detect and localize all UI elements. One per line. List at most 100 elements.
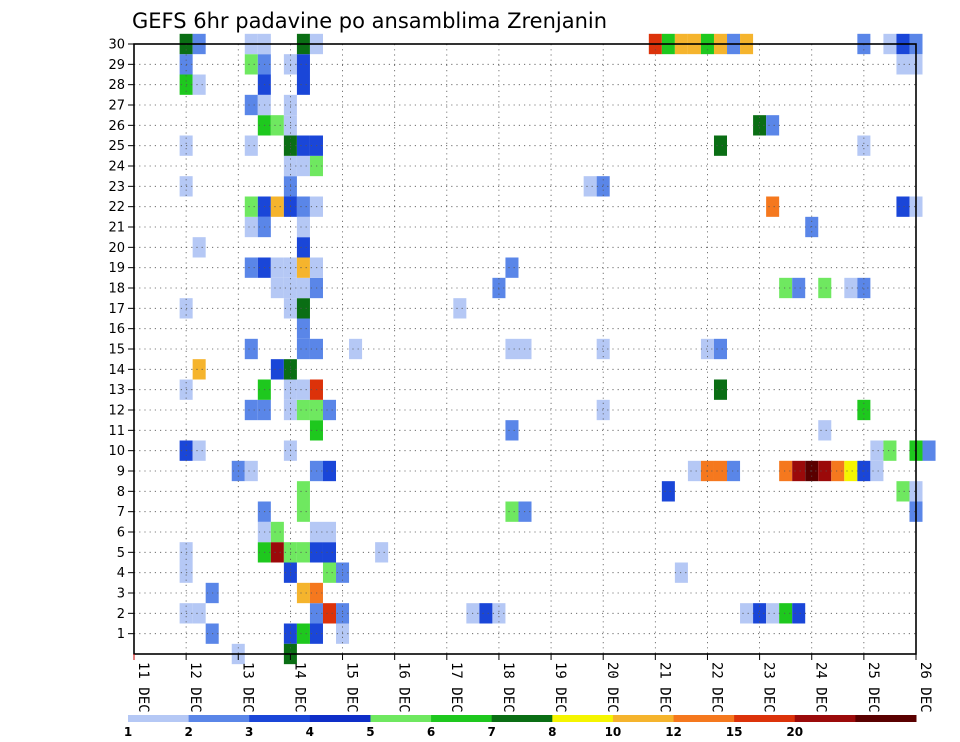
heatmap-cell [296, 379, 310, 400]
y-tick-label: 24 [108, 160, 125, 175]
heatmap-cell [296, 155, 310, 177]
heatmap-cell [192, 440, 206, 461]
colorbar-swatch [734, 715, 796, 722]
heatmap-cell [322, 562, 337, 583]
colorbar-label: 10 [605, 725, 622, 739]
heatmap-cell [244, 54, 258, 75]
heatmap-cell [244, 460, 258, 482]
y-tick-label: 17 [108, 302, 125, 317]
heatmap-cell [296, 196, 310, 217]
heatmap-cell [270, 257, 284, 278]
heatmap-cell [505, 338, 519, 360]
y-tick-label: 4 [117, 566, 125, 581]
heatmap-cell [713, 460, 728, 482]
x-tick-label: 19 DEC [552, 662, 568, 713]
x-tick-label: 26 DEC [917, 662, 933, 713]
heatmap-cell [505, 257, 519, 278]
heatmap-cell [270, 196, 284, 217]
heatmap-cell [766, 603, 780, 624]
heatmap-cell [296, 257, 310, 278]
x-tick-label: 22 DEC [708, 662, 724, 713]
heatmap-cell [296, 481, 310, 502]
heatmap-cell [922, 440, 936, 461]
heatmap-cell [753, 115, 767, 136]
heatmap-cell [296, 277, 310, 299]
y-tick-label: 14 [108, 363, 125, 378]
heatmap-cell [583, 176, 597, 197]
x-tick-label: 20 DEC [604, 662, 620, 713]
y-tick-label: 28 [108, 78, 125, 93]
x-tick-label: 17 DEC [448, 662, 464, 713]
heatmap-cell [896, 196, 910, 217]
y-tick-label: 10 [108, 444, 125, 459]
heatmap-cell [713, 379, 728, 400]
y-tick-label: 20 [108, 241, 125, 256]
y-tick-label: 15 [108, 343, 125, 358]
heatmap-cell [192, 237, 206, 258]
heatmap-cell [896, 481, 910, 502]
axes: 1234567891011121314151617181920212223242… [108, 38, 933, 713]
heatmap-cell [244, 196, 258, 217]
heatmap-cell [270, 115, 284, 136]
heatmap-cell [505, 420, 519, 441]
heatmap-cell [296, 135, 310, 156]
y-tick-label: 22 [108, 200, 125, 215]
y-tick-label: 9 [117, 465, 125, 480]
y-tick-label: 2 [117, 607, 125, 622]
colorbar-swatch [794, 715, 856, 722]
heatmap-cell [870, 460, 884, 482]
heatmap-cells [179, 33, 936, 665]
colorbar-label: 6 [427, 725, 435, 739]
colorbar-label: 20 [786, 725, 803, 739]
heatmap-cell [296, 74, 310, 95]
heatmap-cell [713, 135, 728, 156]
heatmap-cell [857, 399, 871, 421]
colorbar-swatch [855, 715, 917, 722]
colorbar-label: 15 [726, 725, 743, 739]
heatmap-cell [192, 603, 206, 624]
heatmap-cell [753, 603, 767, 624]
heatmap-cell [296, 623, 310, 644]
y-tick-label: 25 [108, 139, 125, 154]
heatmap-cell [779, 460, 793, 482]
heatmap-cell [322, 521, 337, 543]
heatmap-cell [857, 135, 871, 156]
heatmap-cell [870, 440, 884, 461]
colorbar-swatch [431, 715, 493, 722]
heatmap-cell [479, 603, 493, 624]
heatmap-cell [818, 277, 832, 299]
heatmap-cell [779, 603, 793, 624]
heatmap-cell [453, 298, 467, 319]
y-tick-label: 29 [108, 58, 125, 73]
heatmap-cell [296, 216, 310, 238]
heatmap-cell [818, 420, 832, 441]
heatmap-cell [244, 94, 258, 116]
heatmap-cell [505, 501, 519, 522]
x-tick-label: 24 DEC [813, 662, 829, 713]
heatmap-cell [700, 338, 714, 360]
y-tick-label: 12 [108, 404, 125, 419]
heatmap-cell [349, 338, 363, 360]
heatmap-cell [296, 501, 310, 522]
heatmap-cell [296, 399, 310, 421]
x-tick-label: 16 DEC [396, 662, 412, 713]
heatmap-cell [296, 318, 310, 339]
y-tick-label: 8 [117, 485, 125, 500]
heatmap-cell [818, 460, 832, 482]
heatmap-cell [687, 460, 701, 482]
heatmap-cell [766, 196, 780, 217]
heatmap-cell [244, 216, 258, 238]
colorbar-label: 2 [184, 725, 192, 739]
y-tick-label: 7 [117, 505, 125, 520]
heatmap-cell [792, 603, 806, 624]
x-tick-label: 11 DEC [135, 662, 151, 713]
heatmap-cell [296, 298, 310, 319]
heatmap-cell [244, 135, 258, 156]
colorbar-label: 4 [306, 725, 314, 739]
y-tick-label: 30 [108, 38, 125, 53]
heatmap-cell [792, 460, 806, 482]
x-tick-label: 18 DEC [500, 662, 516, 713]
heatmap-cell [296, 338, 310, 360]
colorbar-swatch [188, 715, 250, 722]
